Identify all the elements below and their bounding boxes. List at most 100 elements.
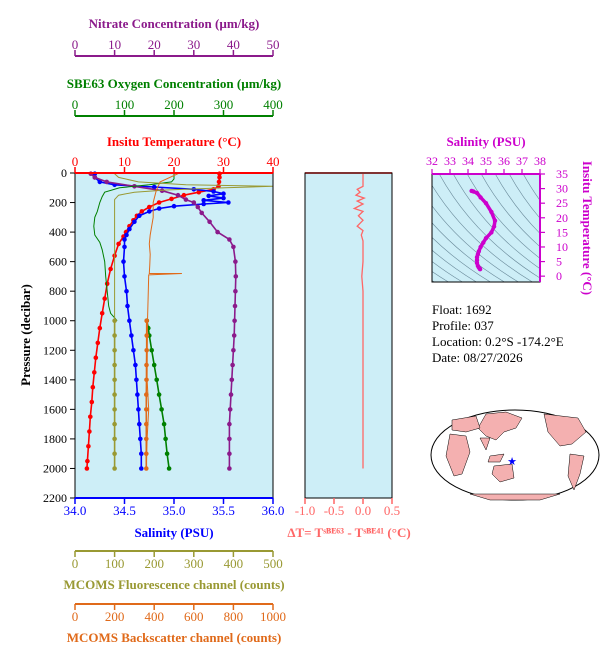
backscatter-tick-label: 0 xyxy=(72,609,79,624)
nitrate-tick-label: 0 xyxy=(72,37,79,52)
salinity-point xyxy=(133,362,138,368)
backscatter-tick-label: 1000 xyxy=(260,609,286,624)
pressure-tick-label: 2200 xyxy=(43,491,67,505)
insitu-temperature-point xyxy=(86,444,91,449)
world-map: ★ xyxy=(430,409,600,501)
salinity-point xyxy=(156,206,162,211)
ts-salinity-tick-label: 37 xyxy=(516,154,528,168)
insitu-temperature-point xyxy=(156,200,162,205)
ts-point xyxy=(492,218,498,223)
salinity-point xyxy=(129,333,134,338)
backscatter-tick-label: 600 xyxy=(184,609,204,624)
salinity-point xyxy=(221,191,226,196)
nitrate-concentration-point xyxy=(233,288,238,294)
land-north-america xyxy=(543,413,587,447)
insitu-temperature-point xyxy=(93,355,99,361)
land-indonesia xyxy=(487,453,505,463)
ts-point xyxy=(491,224,497,229)
float-location: Location: 0.2°S -174.2°E xyxy=(432,334,564,349)
temperature-axis: Insitu Temperature (°C) 0 10 20 30 40 xyxy=(72,134,280,174)
mcoms-fluorescence-point xyxy=(112,407,117,412)
nitrate-concentration-point xyxy=(227,407,233,412)
delta-t-tick-label: 0.5 xyxy=(384,503,400,518)
density-contour xyxy=(432,236,492,282)
profile-number: Profile: 037 xyxy=(432,318,494,333)
salinity-point xyxy=(131,348,136,353)
insitu-temperature-point xyxy=(181,192,187,198)
density-contour xyxy=(508,174,540,219)
nitrate-concentration-point xyxy=(233,259,238,264)
ts-point xyxy=(477,267,483,272)
mcoms-fluorescence-continuous-line xyxy=(114,173,274,469)
nitrate-concentration-point xyxy=(191,200,197,205)
ts-salinity-tick-label: 35 xyxy=(480,154,492,168)
insitu-temperature-point xyxy=(108,266,113,272)
ts-salinity-tick-label: 38 xyxy=(534,154,546,168)
temperature-tick-label: 30 xyxy=(217,154,230,169)
mcoms-backscatter-point xyxy=(144,392,149,397)
insitu-temperature-point xyxy=(89,399,95,405)
salinity-point xyxy=(124,288,129,294)
temperature-tick-label: 10 xyxy=(118,154,131,169)
ts-temperature-tick-label: 10 xyxy=(556,240,568,254)
salinity-point xyxy=(171,203,177,209)
nitrate-tick-label: 30 xyxy=(187,37,200,52)
land-africa xyxy=(445,433,471,477)
sbe63-oxygen-concentration-point xyxy=(159,407,164,412)
salinity-point xyxy=(206,193,211,199)
density-contour xyxy=(432,222,506,282)
mcoms-fluorescence-point xyxy=(112,421,117,427)
oxygen-axis: SBE63 Oxygen Concentration (µm/kg) 0 100 2… xyxy=(67,76,283,117)
fluorescence-tick-label: 400 xyxy=(224,556,244,571)
nitrate-concentration-point xyxy=(227,421,232,427)
salinity-point xyxy=(97,179,103,185)
fluorescence-tick-label: 200 xyxy=(144,556,164,571)
mcoms-fluorescence-point xyxy=(112,333,117,338)
salinity-tick-label: 34.0 xyxy=(64,503,87,518)
salinity-point xyxy=(139,466,144,471)
density-contour xyxy=(432,184,534,282)
nitrate-concentration-point xyxy=(207,219,212,225)
salinity-point xyxy=(147,209,152,214)
nitrate-concentration-point xyxy=(227,237,232,242)
insitu-temperature-point xyxy=(84,466,90,471)
sbe63-oxygen-concentration-point xyxy=(161,421,167,427)
delta-t-tick-label: -1.0 xyxy=(295,503,316,518)
nitrate-concentration-point xyxy=(199,210,204,216)
insitu-temperature-point xyxy=(169,196,174,202)
pressure-tick-label: 400 xyxy=(49,225,67,239)
delta-t-frame xyxy=(304,172,393,499)
insitu-temperature-point xyxy=(147,204,152,210)
sbe63-oxygen-concentration-point xyxy=(163,436,168,442)
mcoms-backscatter-point xyxy=(144,407,149,412)
oxygen-tick-label: 400 xyxy=(263,97,283,112)
insitu-temperature-point xyxy=(88,414,93,420)
salinity-point xyxy=(122,244,127,250)
delta-t-line xyxy=(352,173,366,469)
ts-point xyxy=(481,240,486,245)
nitrate-concentration-point xyxy=(227,466,232,471)
insitu-temperature-point xyxy=(92,370,97,375)
mcoms-backscatter-point xyxy=(144,451,149,457)
fluorescence-axis: MCOMS Fluorescence channel (counts) 0 100… xyxy=(63,550,285,592)
salinity-point xyxy=(124,232,129,238)
mcoms-backscatter-point xyxy=(144,318,149,324)
ts-temperature-tick-label: 30 xyxy=(556,182,568,196)
mcoms-backscatter-point xyxy=(144,377,149,383)
salinity-point xyxy=(132,219,137,225)
insitu-temperature-point xyxy=(139,209,145,214)
nitrate-concentration-point xyxy=(215,229,220,235)
ts-temperature-tick-label: 5 xyxy=(556,255,562,269)
ts-diagram-panel: Salinity (PSU) 32 33 34 35 36 37 3805101520253… xyxy=(426,134,595,295)
sbe63-oxygen-concentration-point xyxy=(164,451,170,457)
land-south-america xyxy=(567,453,585,491)
ts-point xyxy=(489,209,494,215)
ts-point xyxy=(474,190,480,196)
oxygen-tick-label: 100 xyxy=(115,97,135,112)
sbe63-oxygen-concentration-point xyxy=(166,466,172,471)
salinity-axis-label: Salinity (PSU) xyxy=(134,525,213,540)
oxygen-tick-label: 0 xyxy=(72,97,79,112)
